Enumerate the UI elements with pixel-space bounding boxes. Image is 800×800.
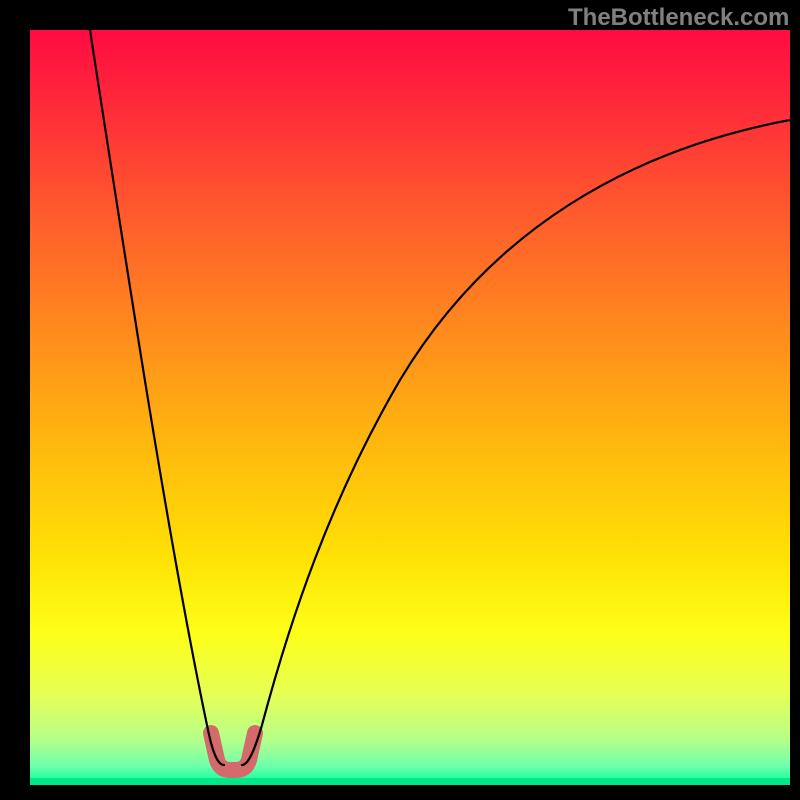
curve-right [242,120,790,765]
watermark-text: TheBottleneck.com [568,4,789,32]
curve-left [90,30,224,765]
valley-marker [211,733,255,770]
bottom-band [30,778,790,785]
curves-svg [30,30,790,785]
plot-area [30,30,790,785]
